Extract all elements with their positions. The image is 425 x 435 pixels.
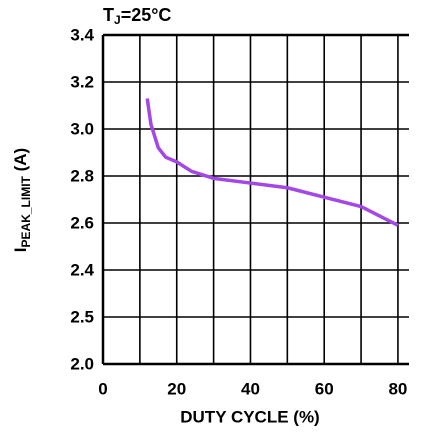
x-tick-label: 0 bbox=[98, 379, 107, 398]
x-tick-label: 40 bbox=[241, 379, 260, 398]
y-tick-label: 2.6 bbox=[70, 213, 94, 232]
y-tick-label: 2.8 bbox=[70, 166, 94, 185]
ylabel-main: I bbox=[11, 247, 30, 252]
y-tick-label: 2.0 bbox=[70, 354, 94, 373]
x-tick-label: 80 bbox=[388, 379, 407, 398]
y-axis-label: IPEAK_LIMIT (A) bbox=[11, 148, 33, 252]
data-line bbox=[145, 98, 399, 227]
ylabel-rest: (A) bbox=[11, 148, 30, 176]
y-tick-label: 3.0 bbox=[70, 119, 94, 138]
y-tick-label: 3.4 bbox=[70, 25, 94, 44]
chart-title: TJ=25°C bbox=[103, 5, 171, 27]
x-axis-label: DUTY CYCLE (%) bbox=[180, 407, 319, 426]
y-tick-label: 2.4 bbox=[70, 260, 94, 279]
x-tick-label: 60 bbox=[315, 379, 334, 398]
y-tick-label: 3.2 bbox=[70, 72, 94, 91]
title-sub: J bbox=[114, 13, 121, 27]
ylabel-sub: PEAK_LIMIT bbox=[19, 175, 33, 247]
title-main: T bbox=[103, 5, 114, 25]
y-tick-label: 2.5 bbox=[70, 307, 94, 326]
title-rest: =25°C bbox=[121, 5, 172, 25]
x-tick-label: 20 bbox=[167, 379, 186, 398]
